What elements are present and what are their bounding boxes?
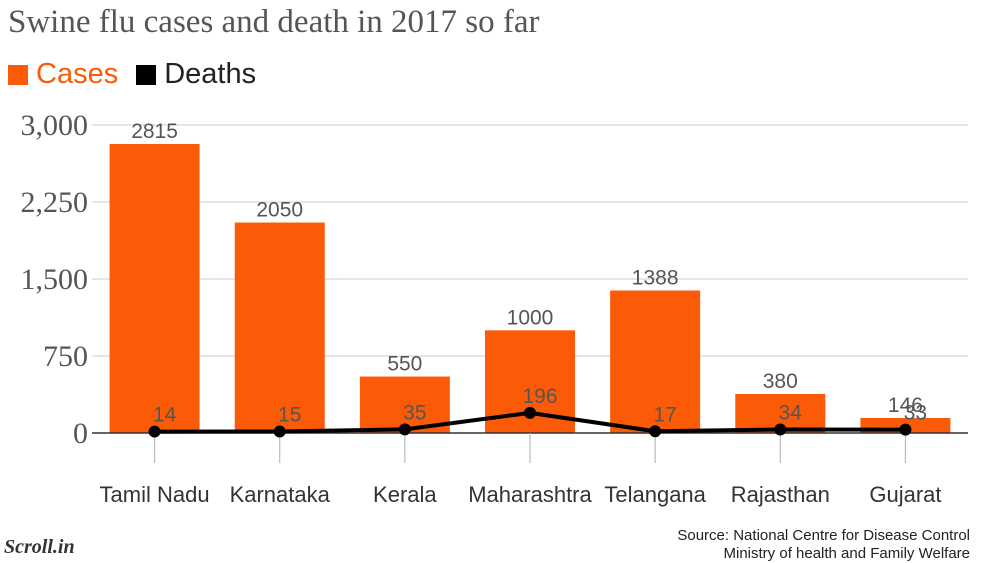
y-tick-label: 2,250	[21, 186, 89, 219]
deaths-point	[148, 425, 161, 438]
deaths-value-label: 196	[522, 385, 557, 408]
legend-item-cases: Cases	[8, 58, 118, 91]
source-note: Source: National Centre for Disease Cont…	[677, 527, 970, 563]
legend-label-deaths: Deaths	[164, 58, 257, 90]
bar-value-label: 550	[387, 353, 422, 376]
y-tick-label: 750	[43, 340, 88, 373]
y-tick-label: 3,000	[21, 109, 89, 142]
deaths-point	[398, 423, 411, 436]
x-tick-label: Rajasthan	[731, 482, 830, 507]
chart-title: Swine flu cases and death in 2017 so far	[8, 4, 540, 40]
y-tick-label: 1,500	[21, 263, 89, 296]
deaths-point	[774, 423, 787, 436]
bar-value-label: 1000	[507, 306, 554, 329]
deaths-value-label: 14	[153, 404, 177, 427]
bar-value-label: 146	[888, 394, 923, 417]
deaths-value-label: 33	[904, 402, 927, 425]
deaths-value-label: 34	[779, 402, 803, 425]
y-tick-label: 0	[73, 417, 88, 450]
legend-swatch-deaths	[136, 64, 157, 85]
legend: Cases Deaths	[8, 58, 274, 91]
source-line-1: Source: National Centre for Disease Cont…	[677, 527, 970, 544]
legend-item-deaths: Deaths	[136, 58, 256, 91]
bar-cases	[610, 290, 701, 433]
bar-value-label: 1388	[632, 266, 679, 289]
deaths-point	[273, 425, 286, 438]
x-tick-label: Gujarat	[869, 482, 941, 507]
bar-cases	[234, 222, 325, 433]
legend-swatch-cases	[8, 64, 28, 85]
legend-label-cases: Cases	[36, 58, 119, 90]
x-tick-label: Telangana	[604, 482, 706, 507]
x-tick-label: Karnataka	[230, 482, 331, 507]
bar-value-label: 2815	[131, 120, 178, 143]
bar-value-label: 2050	[256, 199, 303, 222]
x-tick-label: Maharashtra	[468, 482, 592, 507]
x-tick-label: Kerala	[373, 482, 437, 507]
source-line-2: Ministry of health and Family Welfare	[723, 545, 970, 562]
deaths-point	[524, 406, 536, 419]
bar-cases	[109, 143, 200, 433]
scroll-logo: Scroll.in	[4, 536, 75, 558]
deaths-value-label: 15	[278, 403, 301, 426]
deaths-value-label: 17	[653, 403, 676, 426]
bar-value-label: 380	[763, 370, 798, 393]
deaths-point	[899, 423, 912, 436]
x-tick-label: Tamil Nadu	[100, 482, 210, 507]
deaths-value-label: 35	[403, 401, 426, 424]
deaths-point	[649, 425, 662, 438]
